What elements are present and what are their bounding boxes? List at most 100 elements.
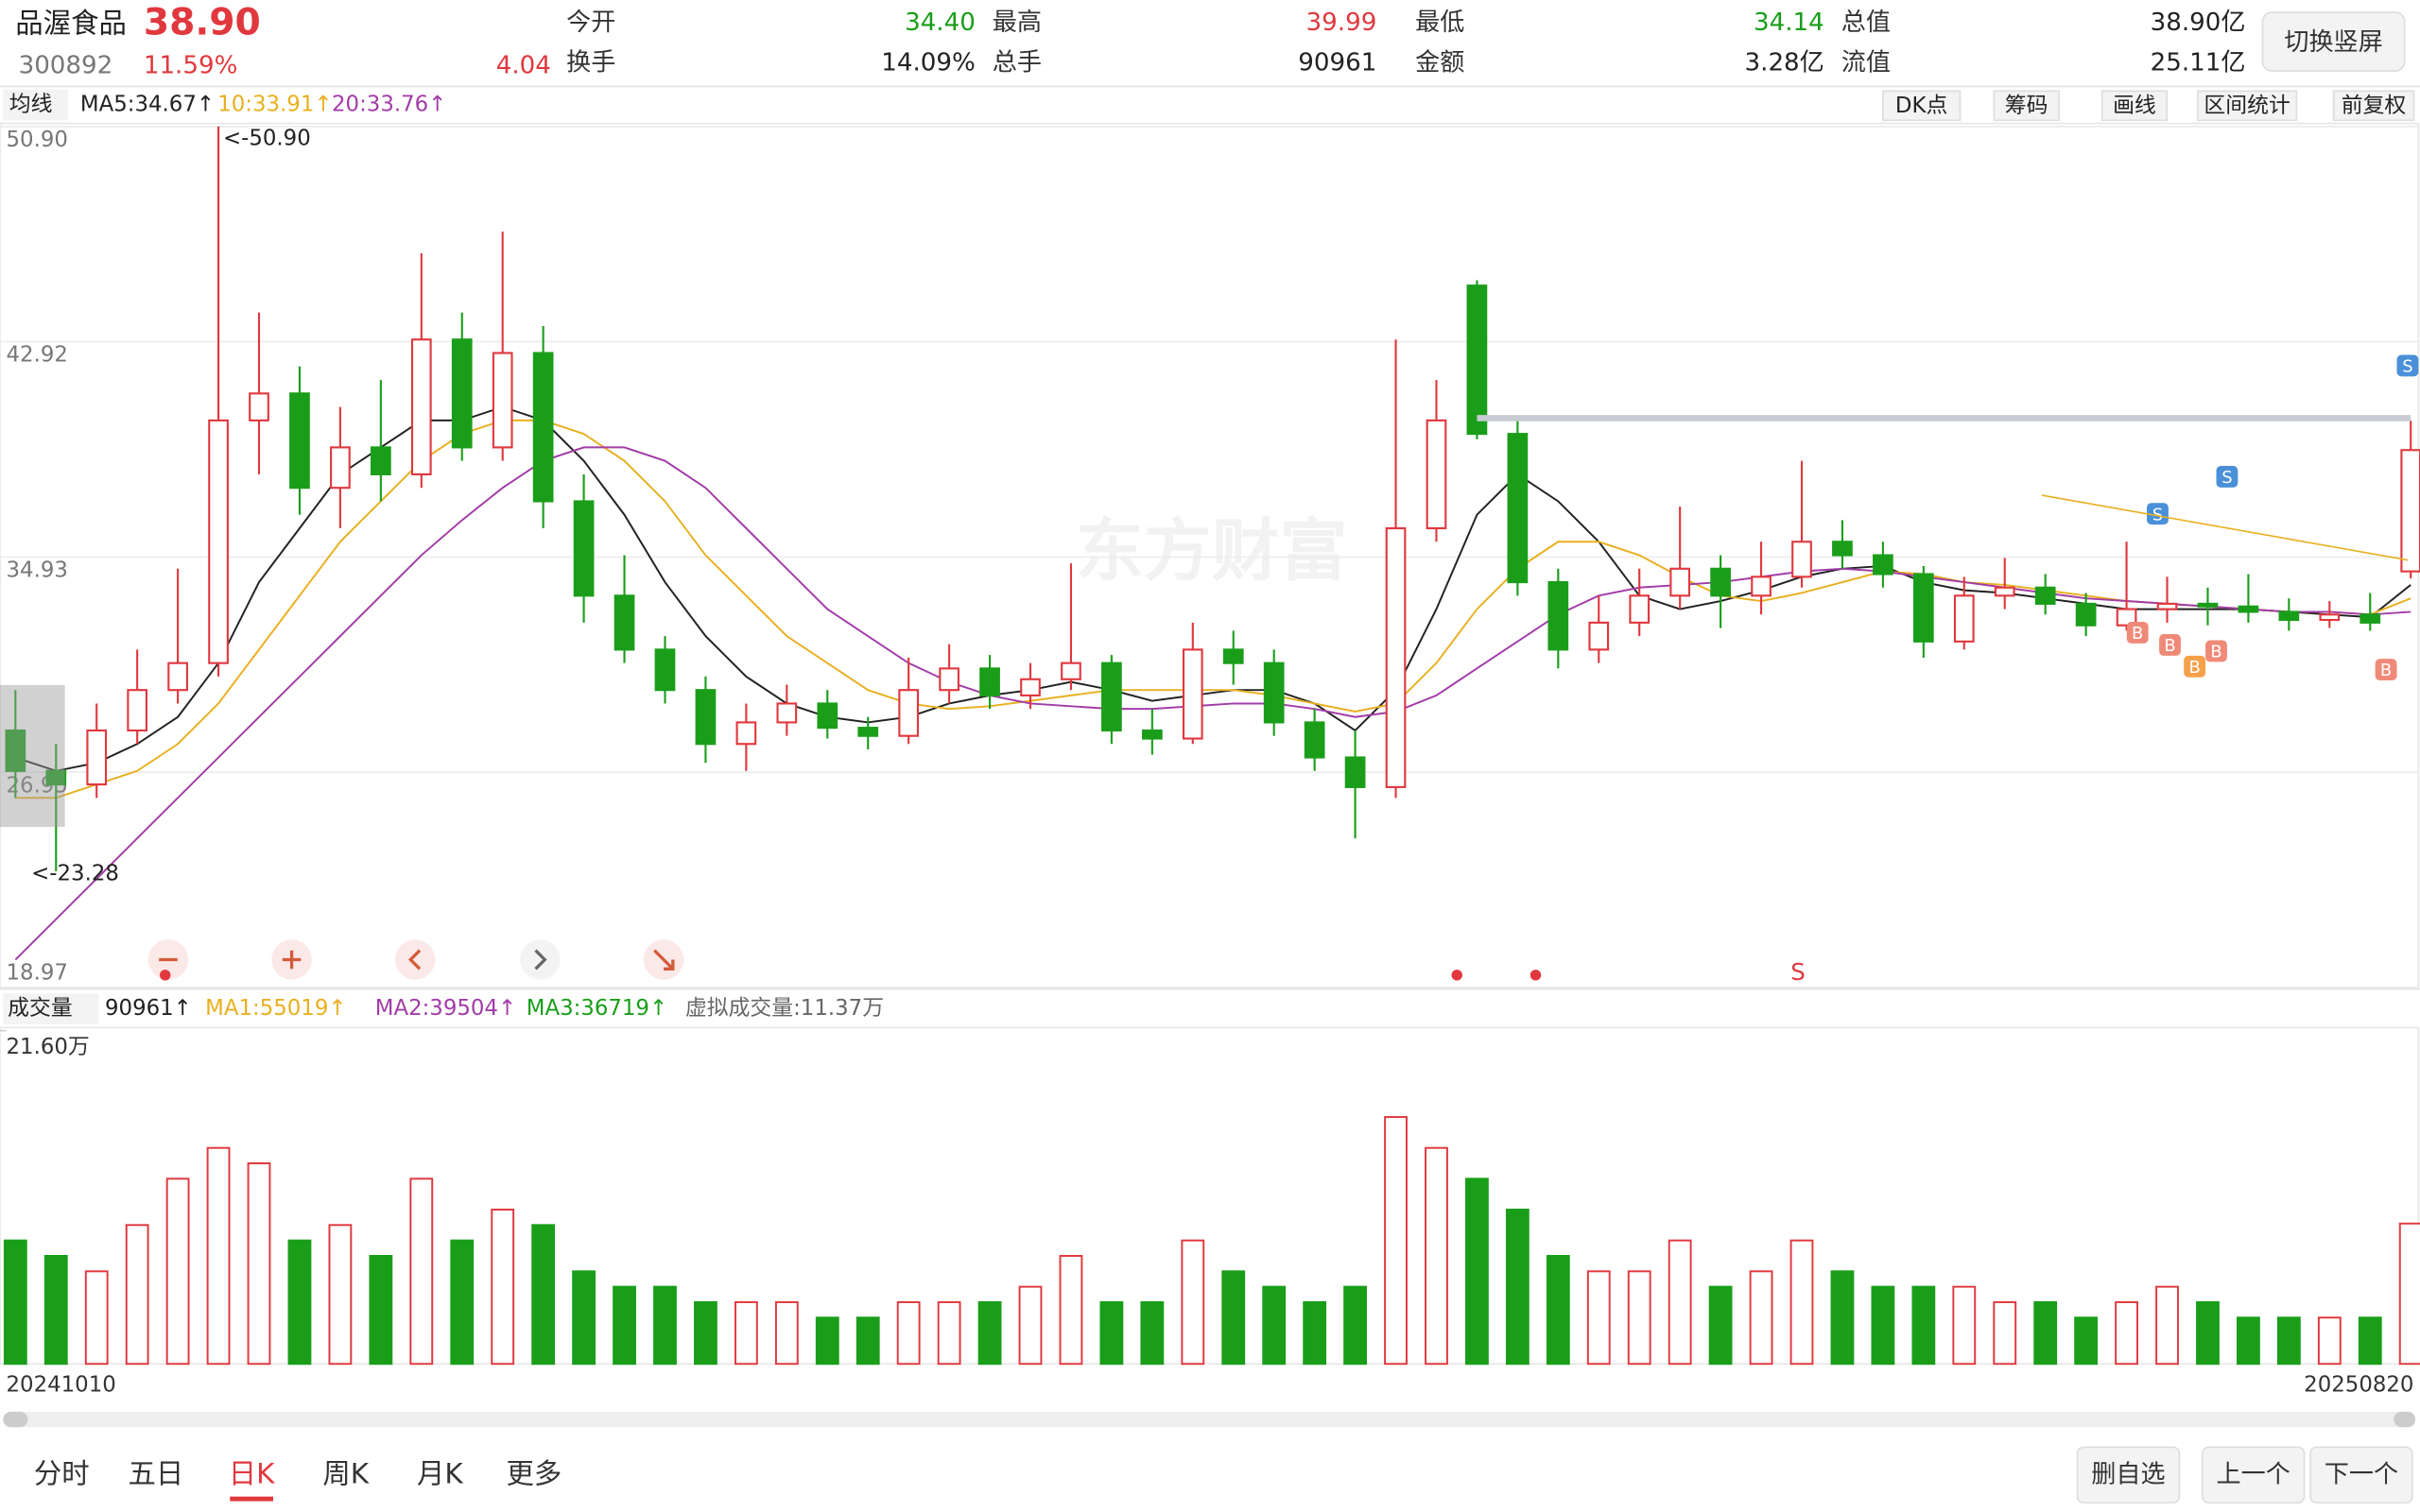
volume-bar [1546,1255,1570,1366]
crosshair-box [0,684,65,828]
candle-body [1629,594,1651,624]
tab[interactable]: 更多 [507,1457,562,1489]
candle-body [898,689,920,737]
legend-entry: 20:33.76↑ [332,93,446,117]
volume-bar [1911,1285,1936,1366]
volume-legend-entry: 虚拟成交量:11.37万 [685,996,884,1021]
candle-body [1751,576,1772,597]
end-date: 20250820 [2304,1373,2413,1398]
tab-underline [230,1496,273,1502]
candle-body [1953,594,1975,643]
signal-badge [2184,655,2206,678]
period-tabs: 分时 五日 日K 周K 月K 更多 [34,1457,562,1502]
candle-body [1873,554,1893,576]
field-label: 总手 [993,48,1042,77]
candle-body [2319,613,2341,622]
candle-body [1791,541,1812,578]
toolbar-button[interactable] [2332,90,2415,122]
candle-body [979,667,1000,696]
volume-bar [369,1255,393,1366]
volume-bar [450,1239,475,1366]
toolbar-button[interactable] [1882,90,1962,122]
tab[interactable]: 月K [417,1457,463,1489]
start-date: 20241010 [7,1373,116,1398]
volume-bar [653,1285,677,1366]
tab[interactable]: 分时 [34,1457,90,1489]
volume-bar [531,1224,556,1366]
volume-legend: 90961↑ MA1:55019↑ MA2:39504↑ MA3:36719↑ 虚拟成交… [105,996,884,1021]
signal-label: B [2210,643,2221,662]
field-label: 最低 [1415,9,1464,37]
volume-bar [491,1209,515,1366]
field-value: 14.09% [881,48,976,77]
ma-button[interactable] [3,89,68,121]
scroll-left[interactable] [394,939,436,980]
candle-body [1020,678,1041,696]
volume-title: 成交量 [8,996,73,1021]
volume-legend-entry: MA1:55019↑ [205,996,346,1021]
tab[interactable]: 日K [229,1457,275,1489]
field-value: 34.14 [1754,9,1824,37]
change-pct: 11.59% [144,52,238,80]
field-value: 3.28亿 [1745,48,1824,77]
candle-body [1344,756,1366,788]
scroll-handle[interactable] [2394,1411,2416,1428]
candle-body [2278,610,2300,622]
change: 4.04 [496,52,551,80]
stock-price: 38.90 [144,2,261,44]
candle-body [1507,433,1529,584]
volume-bar [2033,1300,2058,1366]
signal-badge [2375,659,2397,680]
scroll-right[interactable] [520,939,561,980]
field-label: 换手 [566,48,615,77]
volume-bar [856,1316,880,1366]
signal-label: B [2164,636,2175,656]
candle-body [1832,541,1853,557]
toolbar-button[interactable] [1993,90,2060,122]
nav-button[interactable] [2309,1446,2413,1504]
signal-badge [2216,466,2238,488]
signal-label: B [2188,658,2200,678]
candle-body [857,727,879,737]
scrollbar[interactable] [3,1411,2416,1428]
y-tick-label: 34.93 [7,558,68,583]
field-value: 34.40 [905,9,976,37]
annotation: <-50.90 [223,126,311,150]
volume-bar [1262,1285,1287,1366]
scroll-handle[interactable] [3,1411,28,1428]
icon [534,949,547,971]
candle-body [249,392,269,421]
tab[interactable]: 周K [322,1457,369,1489]
volume-bar [2317,1316,2342,1366]
nav-button-label: 删自选 [2091,1460,2165,1488]
toolbar-button[interactable] [2197,90,2298,122]
candle-body [370,446,391,475]
volume-bar [613,1285,636,1366]
volume-bar [572,1270,596,1366]
signal-label: S [2221,468,2232,488]
volume-bar [1871,1285,1895,1366]
volume-bar [1303,1300,1327,1366]
candle-body [1263,662,1285,724]
volume-button[interactable] [3,993,99,1025]
volume-legend-entry: MA3:36719↑ [527,996,667,1021]
volume-bar [287,1239,312,1366]
candle-body [2116,608,2137,627]
candle-body [1222,648,1244,664]
field-label: 金额 [1415,48,1464,77]
nav-button[interactable] [2076,1446,2181,1504]
candle-body [1994,586,2015,597]
legend-entry: 10:33.91↑ [217,93,332,117]
rotate-button[interactable] [2261,11,2406,72]
candle-body [1466,284,1488,436]
volume-bar [2155,1285,2179,1366]
tab[interactable]: 五日 [129,1457,184,1489]
toolbar-button[interactable] [2100,90,2169,122]
candle-body [695,689,717,746]
volume-pane: 21.60万 [0,1029,2420,1366]
volume-bar [1099,1300,1124,1366]
icon [282,950,302,970]
nav-button[interactable] [2201,1446,2306,1504]
legend-entry: MA5:34.67↑ [80,93,215,117]
